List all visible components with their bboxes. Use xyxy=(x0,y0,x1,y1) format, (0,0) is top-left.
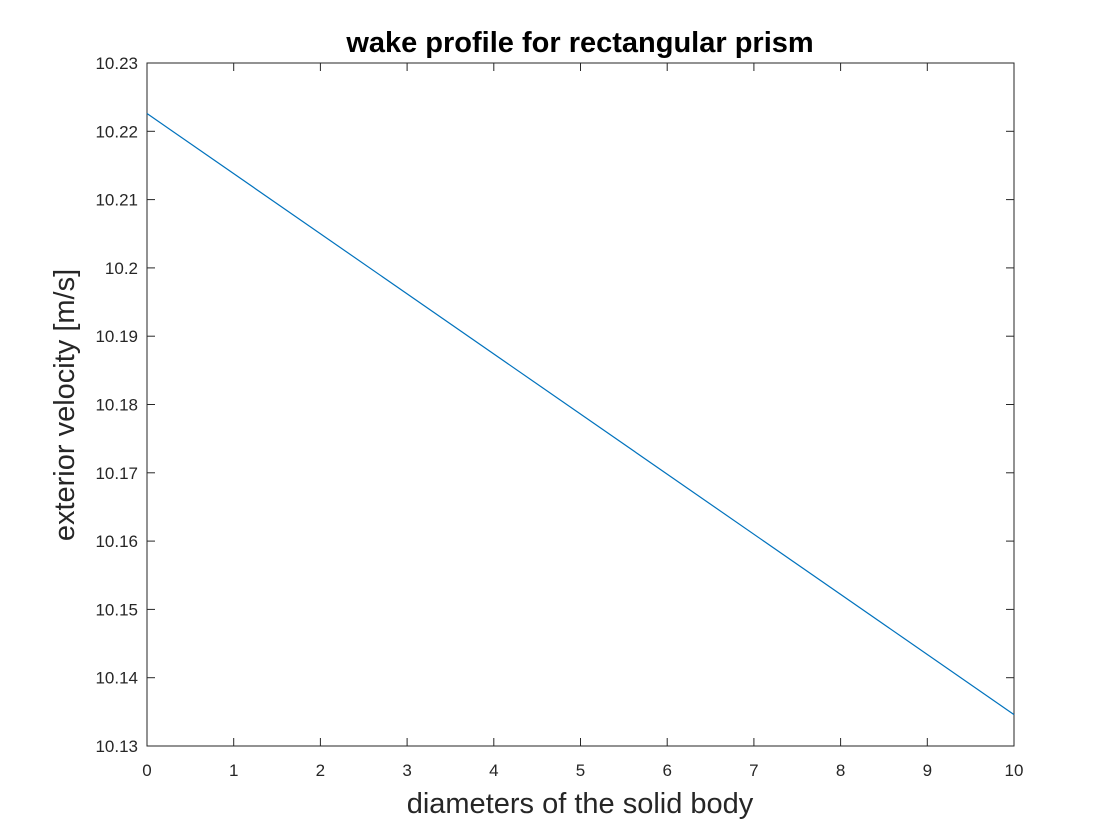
x-tick-label: 9 xyxy=(923,761,932,780)
y-tick-label: 10.23 xyxy=(95,54,138,73)
axes-box xyxy=(146,62,1015,747)
y-axis: 10.1310.1410.1510.1610.1710.1810.1910.21… xyxy=(95,54,1014,756)
y-tick-label: 10.18 xyxy=(95,396,138,415)
x-tick-label: 1 xyxy=(229,761,238,780)
y-tick-label: 10.19 xyxy=(95,327,138,346)
x-tick-label: 3 xyxy=(402,761,411,780)
y-tick-label: 10.13 xyxy=(95,737,138,756)
chart-title: wake profile for rectangular prism xyxy=(345,27,813,59)
y-tick-label: 10.16 xyxy=(95,532,138,551)
y-tick-label: 10.17 xyxy=(95,464,138,483)
series-line-1 xyxy=(146,113,1015,716)
x-tick-label: 7 xyxy=(749,761,758,780)
x-tick-label: 0 xyxy=(142,761,151,780)
y-tick-label: 10.22 xyxy=(95,122,138,141)
y-tick-label: 10.14 xyxy=(95,669,138,688)
y-tick-label: 10.2 xyxy=(105,259,138,278)
x-tick-label: 5 xyxy=(576,761,585,780)
y-tick-label: 10.15 xyxy=(95,600,138,619)
x-tick-label: 2 xyxy=(316,761,325,780)
plot-area xyxy=(146,62,1015,747)
x-tick-label: 6 xyxy=(662,761,671,780)
y-tick-label: 10.21 xyxy=(95,191,138,210)
x-axis-title: diameters of the solid body xyxy=(407,788,754,820)
y-axis-title: exterior velocity [m/s] xyxy=(49,269,81,541)
x-tick-label: 10 xyxy=(1005,761,1024,780)
x-tick-label: 8 xyxy=(836,761,845,780)
x-axis: 0 1 2 3 4 5 6 7 8 9 10 xyxy=(142,63,1023,780)
x-tick-label: 4 xyxy=(489,761,498,780)
